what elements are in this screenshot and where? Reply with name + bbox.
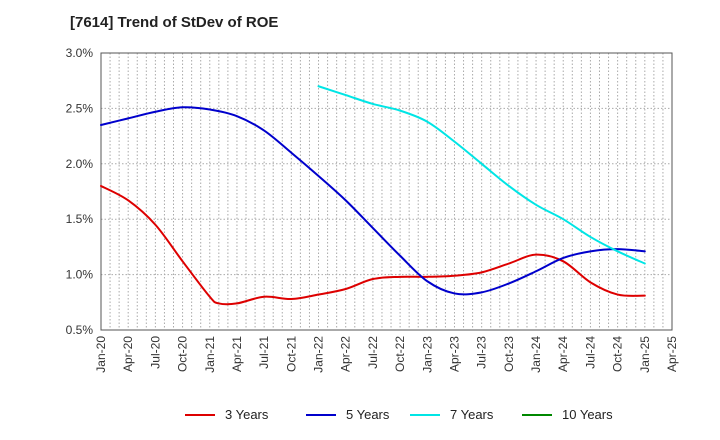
x-tick-label: Jan-20: [94, 336, 108, 373]
y-tick-labels: 0.5% 1.0% 1.5% 2.0% 2.5% 3.0%: [66, 46, 94, 337]
x-tick-labels: Jan-20 Apr-20 Jul-20 Oct-20 Jan-21 Apr-21 Jul-…: [94, 336, 679, 373]
x-tick-label: Jul-21: [257, 336, 271, 369]
legend-label: 7 Years: [450, 407, 494, 422]
x-tick-label: Apr-21: [230, 336, 244, 372]
legend-label: 5 Years: [346, 407, 390, 422]
x-tick-label: Apr-22: [339, 336, 353, 372]
x-tick-label: Oct-22: [393, 336, 407, 372]
x-tick-label: Jul-22: [366, 336, 380, 369]
grid: [101, 52, 672, 331]
legend-label: 3 Years: [225, 407, 269, 422]
x-tick-label: Apr-25: [665, 336, 679, 372]
y-tick-label: 2.5%: [66, 101, 94, 115]
x-tick-label: Jan-21: [203, 336, 217, 373]
x-tick-label: Jul-24: [583, 336, 597, 369]
y-tick-label: 1.0%: [66, 268, 94, 282]
x-tick-label: Oct-24: [611, 336, 625, 372]
x-tick-label: Jan-25: [638, 336, 652, 373]
y-tick-label: 1.5%: [66, 212, 94, 226]
x-tick-label: Jul-23: [475, 336, 489, 369]
legend-swatch: [185, 414, 215, 416]
x-tick-label: Jan-24: [529, 336, 543, 373]
series-line-7-years: [317, 85, 646, 265]
x-tick-label: Jul-20: [148, 336, 162, 369]
x-tick-label: Oct-21: [284, 336, 298, 372]
y-tick-label: 3.0%: [66, 46, 94, 60]
series-lines: [100, 85, 646, 306]
x-tick-label: Apr-24: [556, 336, 570, 372]
chart-title: [7614] Trend of StDev of ROE: [70, 14, 279, 31]
axes: [100, 52, 673, 331]
legend-swatch: [306, 414, 336, 416]
legend-label: 10 Years: [562, 407, 613, 422]
series-line-3-years: [100, 184, 646, 306]
x-tick-label: Oct-23: [502, 336, 516, 372]
x-tick-label: Apr-20: [121, 336, 135, 372]
series-line-5-years: [100, 106, 646, 296]
x-tick-label: Oct-20: [176, 336, 190, 372]
legend: 3 Years 5 Years 7 Years 10 Years: [0, 406, 720, 424]
x-tick-label: Jan-23: [420, 336, 434, 373]
x-tick-label: Jan-22: [312, 336, 326, 373]
legend-swatch: [522, 414, 552, 416]
x-tick-label: Apr-23: [447, 336, 461, 372]
plot-frame: [100, 52, 673, 331]
y-tick-label: 2.0%: [66, 157, 94, 171]
legend-swatch: [410, 414, 440, 416]
y-tick-label: 0.5%: [66, 323, 94, 337]
